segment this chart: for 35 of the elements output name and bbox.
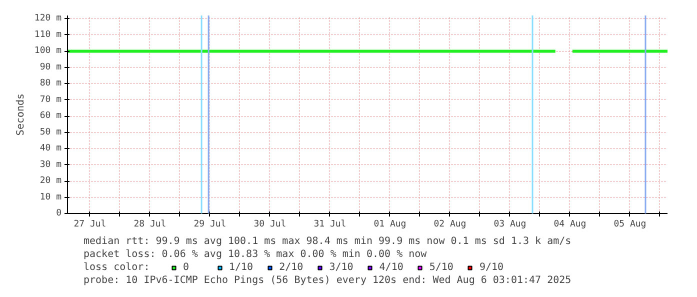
y-tick-label: 50 m: [40, 127, 62, 138]
x-tick-label: 28 Jul: [134, 220, 166, 230]
y-tick-label: 80 m: [40, 78, 62, 89]
y-tick-label: 60 m: [40, 111, 62, 122]
legend-label: 4/10: [379, 261, 404, 273]
y-tick-label: 70 m: [40, 94, 62, 105]
y-tick-label: 30 m: [40, 160, 62, 170]
y-tick-label: 120 m: [34, 14, 62, 24]
legend-label: 5/10: [429, 261, 454, 273]
x-tick-label: 01 Aug: [374, 220, 406, 230]
legend-label: 1/10: [229, 261, 254, 273]
x-tick-label: 02 Aug: [434, 220, 466, 230]
legend-label: 3/10: [329, 261, 354, 273]
y-tick-label: 10 m: [40, 192, 62, 202]
legend-label: 0: [183, 261, 190, 273]
y-tick-label: 20 m: [40, 176, 62, 186]
y-tick-label: 0: [56, 208, 62, 218]
legend-label: 2/10: [279, 261, 304, 273]
y-tick-label: 90 m: [40, 62, 62, 72]
x-tick-label: 04 Aug: [554, 220, 586, 230]
x-tick-label: 05 Aug: [614, 220, 646, 230]
x-tick-label: 30 Jul: [254, 220, 286, 230]
y-tick-label: 100 m: [34, 46, 62, 56]
legend-label: 9/10: [479, 261, 504, 273]
y-tick-label: 110 m: [34, 30, 62, 40]
x-tick-label: 27 Jul: [74, 220, 106, 230]
text: median rtt: 99.9 ms avg 100.1 ms max 98.4 ms min 99.9 ms now 0.1 ms sd 1.3 k am/s: [84, 236, 572, 247]
x-tick-label: 03 Aug: [494, 220, 526, 230]
text: packet loss: 0.06 % avg 10.83 % max 0.00 % min 0.00 % now: [84, 249, 428, 260]
legend-title: loss color:: [84, 262, 150, 273]
y-axis-title: Seconds: [15, 93, 26, 136]
text: probe: 10 IPv6-ICMP Echo Pings (56 Bytes) every 120s end: Wed Aug 6 03:01:47 2025: [84, 275, 572, 286]
x-tick-label: 31 Jul: [314, 220, 346, 230]
y-tick-label: 40 m: [40, 144, 62, 154]
x-tick-label: 29 Jul: [194, 220, 226, 230]
